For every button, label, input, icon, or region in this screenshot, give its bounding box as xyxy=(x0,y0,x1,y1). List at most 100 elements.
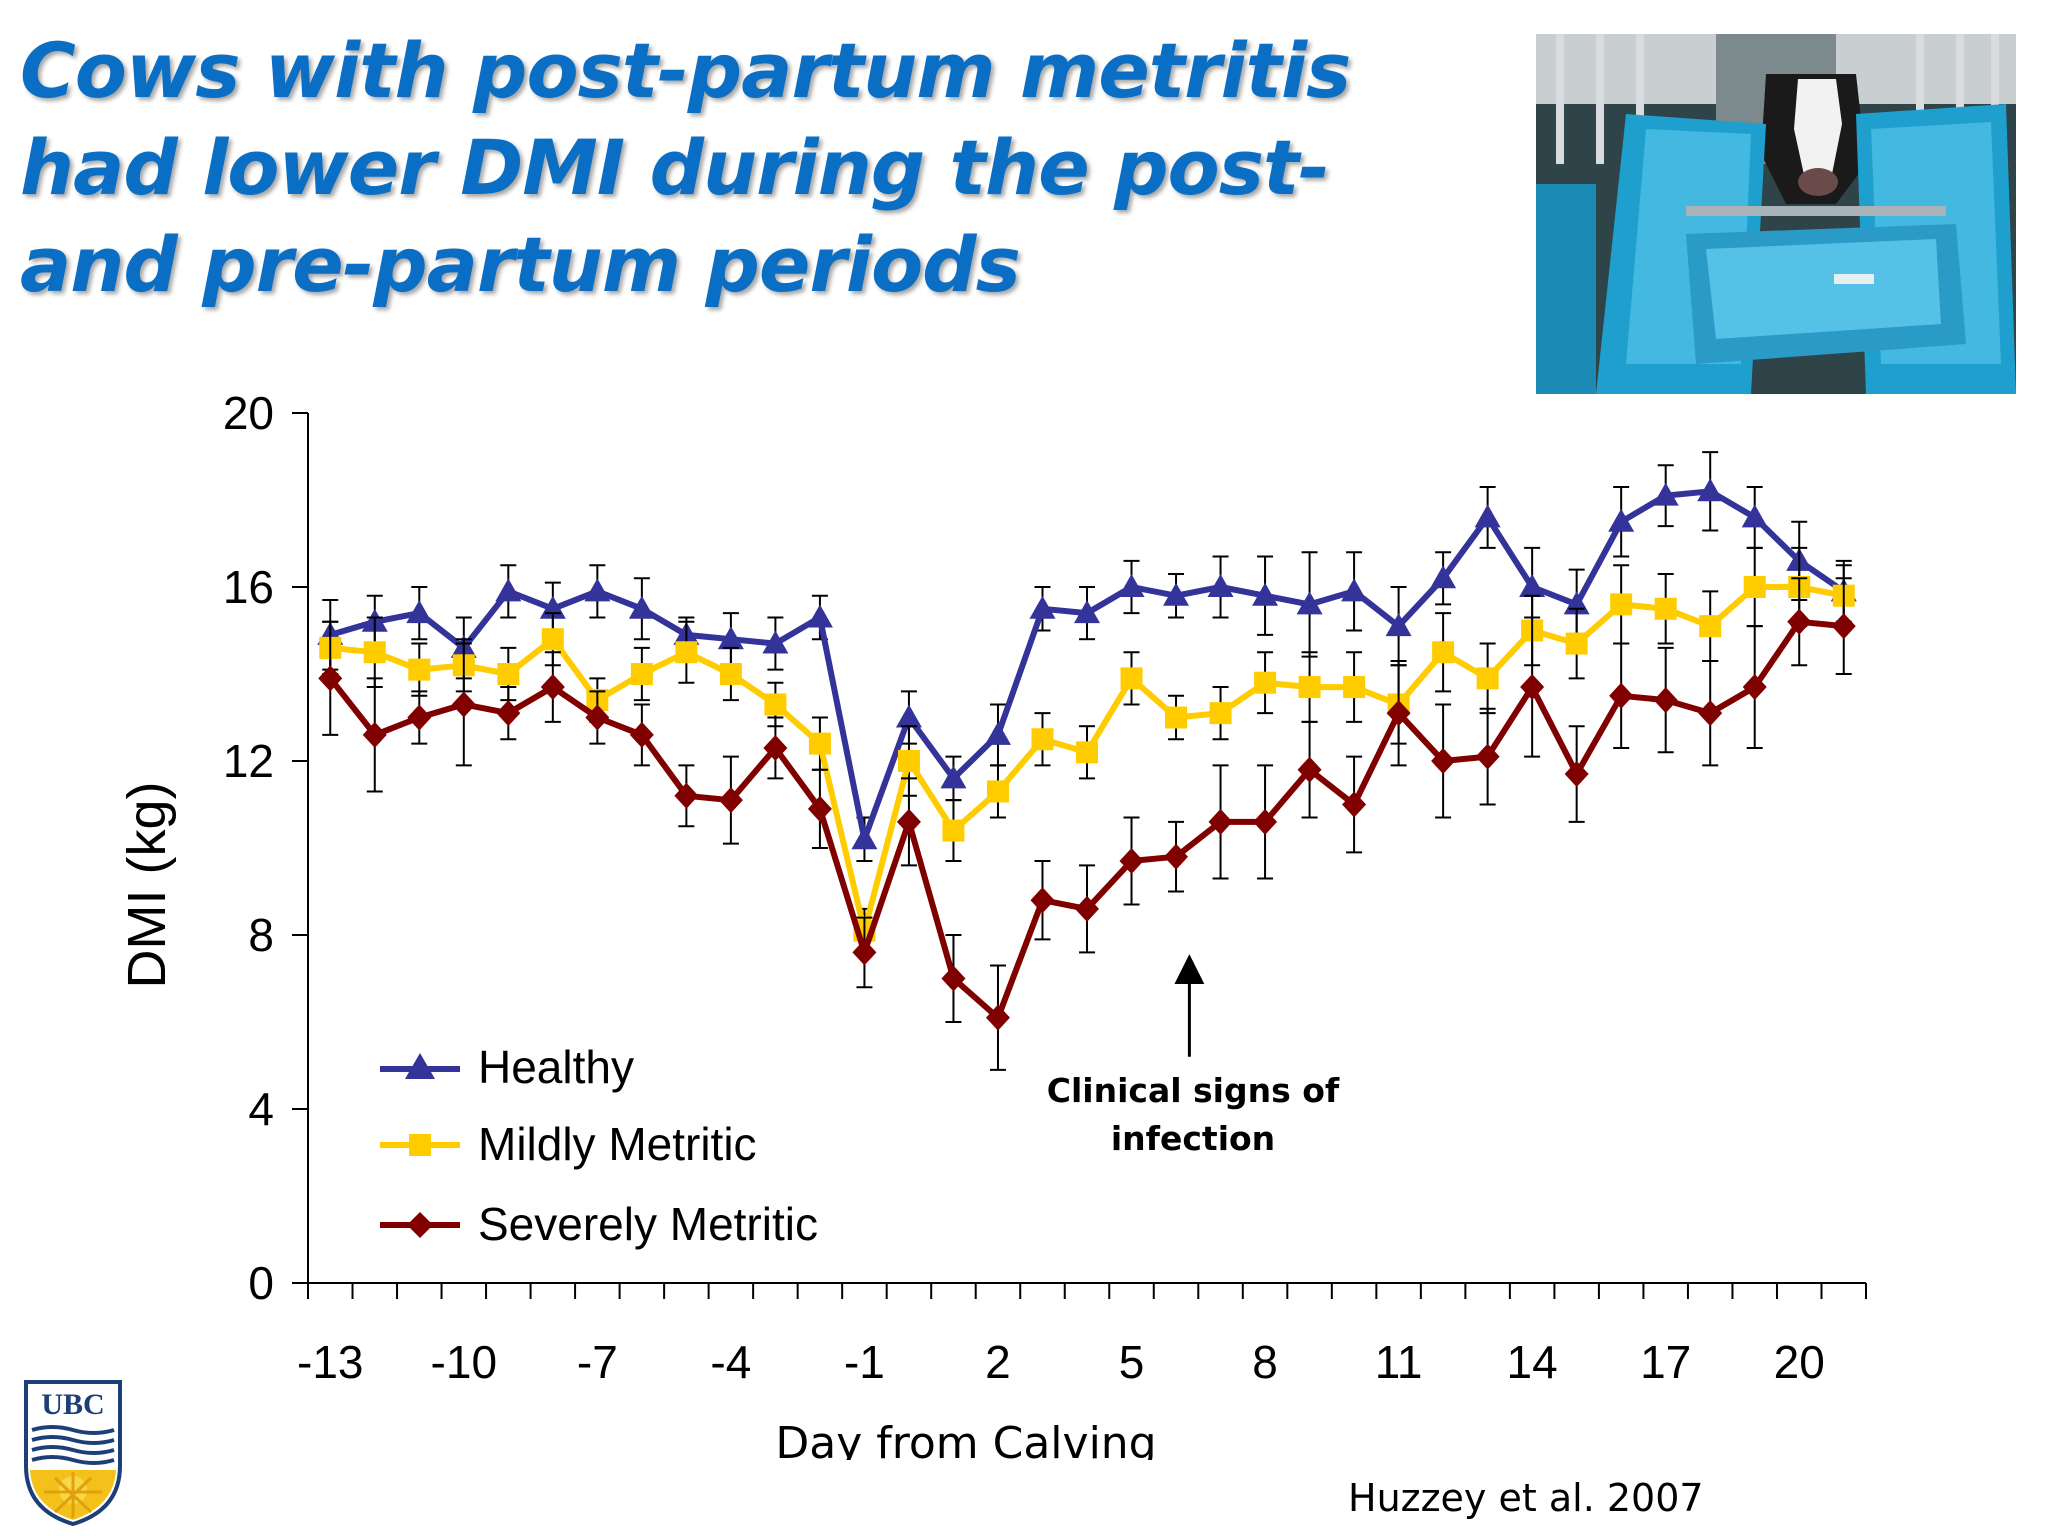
cow-photo-illustration xyxy=(1536,34,2016,394)
ubc-logo: UBC xyxy=(24,1380,122,1526)
x-tick-label: 11 xyxy=(1375,1336,1423,1388)
legend-item-severely-metritic: Severely Metritic xyxy=(380,1198,818,1250)
data-point-diamond xyxy=(318,665,343,692)
x-tick-label: 5 xyxy=(1119,1336,1145,1388)
legend-square-icon xyxy=(409,1134,431,1156)
data-point-triangle xyxy=(1608,508,1635,532)
data-point-diamond xyxy=(852,939,877,966)
data-point-diamond xyxy=(1787,608,1812,635)
data-point-triangle xyxy=(1207,574,1234,597)
y-tick-label: 0 xyxy=(248,1257,274,1309)
annotation-text: Clinical signs of infection xyxy=(1047,1071,1340,1158)
data-point-triangle xyxy=(851,826,878,850)
data-point-diamond xyxy=(941,965,966,992)
clinical-signs-annotation: Clinical signs of infection xyxy=(1047,954,1340,1158)
legend-item-healthy: Healthy xyxy=(380,1041,634,1093)
data-point-square xyxy=(1476,667,1499,690)
data-point-diamond xyxy=(1520,674,1545,701)
data-point-square xyxy=(1343,676,1366,699)
data-point-diamond xyxy=(1208,808,1233,835)
data-point-diamond xyxy=(1386,700,1411,727)
data-point-square xyxy=(1031,728,1054,751)
data-point-triangle xyxy=(1430,565,1457,589)
data-point-square xyxy=(1654,597,1677,620)
data-point-triangle xyxy=(717,626,744,650)
x-tick-label: 20 xyxy=(1774,1336,1825,1388)
data-point-triangle xyxy=(1697,478,1724,502)
data-point-diamond xyxy=(1164,843,1189,870)
data-point-diamond xyxy=(1742,674,1767,701)
data-point-triangle xyxy=(406,600,433,624)
y-tick-label: 16 xyxy=(223,561,274,613)
data-point-diamond xyxy=(496,700,521,727)
data-point-diamond xyxy=(1653,687,1678,714)
x-tick-label: -7 xyxy=(577,1336,618,1388)
data-point-square xyxy=(497,663,520,685)
dmi-line-chart: 0 4 8 12 16 20 -13 -10 -7 -4 -1 2 5 8 11 14 17 20 DMI (kg… xyxy=(117,387,1867,1460)
data-point-diamond xyxy=(1030,887,1055,914)
data-point-square xyxy=(1699,615,1722,638)
data-point-square xyxy=(1254,671,1277,694)
data-point-diamond xyxy=(1342,791,1367,818)
data-point-triangle xyxy=(984,721,1011,745)
legend-label-healthy: Healthy xyxy=(478,1041,634,1093)
data-point-diamond xyxy=(718,787,743,814)
data-point-square xyxy=(1743,576,1766,598)
data-point-diamond xyxy=(629,721,654,748)
legend-item-mildly-metritic: Mildly Metritic xyxy=(380,1118,757,1170)
data-point-triangle xyxy=(584,578,611,602)
data-point-triangle xyxy=(1741,504,1768,528)
data-point-diamond xyxy=(985,1004,1010,1031)
data-point-square xyxy=(808,732,831,755)
data-point-square xyxy=(942,819,965,842)
data-point-square xyxy=(1209,702,1232,725)
x-tick-label: -4 xyxy=(710,1336,751,1388)
data-point-triangle xyxy=(1385,613,1412,637)
data-point-triangle xyxy=(628,595,655,619)
data-point-square xyxy=(1165,706,1188,729)
data-point-triangle xyxy=(1118,574,1145,597)
data-point-diamond xyxy=(1119,848,1144,875)
y-tick-label: 20 xyxy=(223,387,274,439)
data-point-diamond xyxy=(585,704,610,731)
data-point-square xyxy=(1076,741,1098,764)
x-axis-label: Day from Calving xyxy=(775,1418,1156,1460)
data-point-diamond xyxy=(807,795,832,822)
series-severely_metritic xyxy=(318,577,1856,1071)
y-tick-label: 8 xyxy=(248,909,274,961)
data-point-triangle xyxy=(940,765,967,789)
x-tick-label: 17 xyxy=(1640,1336,1691,1388)
data-point-square xyxy=(408,658,431,681)
data-point-square xyxy=(986,780,1009,803)
logo-text: UBC xyxy=(41,1388,104,1421)
chart-series xyxy=(317,451,1857,1071)
data-point-triangle xyxy=(1296,591,1323,615)
x-tick-label: 8 xyxy=(1252,1336,1278,1388)
cow-at-feeder-photo xyxy=(1536,34,2016,394)
data-point-square xyxy=(630,663,653,685)
y-tick-label: 4 xyxy=(248,1083,274,1135)
legend-diamond-icon xyxy=(407,1212,433,1238)
data-point-diamond xyxy=(1297,756,1322,783)
data-point-square xyxy=(1565,632,1588,655)
data-point-diamond xyxy=(674,782,699,809)
series-mildly_metritic xyxy=(319,546,1855,954)
legend-label-mildly-metritic: Mildly Metritic xyxy=(478,1118,757,1170)
x-tick-label: -10 xyxy=(431,1336,497,1388)
legend-label-severely-metritic: Severely Metritic xyxy=(478,1198,818,1250)
data-point-square xyxy=(1432,641,1455,664)
x-tick-label: -1 xyxy=(844,1336,885,1388)
data-point-triangle xyxy=(1341,578,1368,602)
data-point-triangle xyxy=(762,630,789,654)
data-point-diamond xyxy=(763,734,788,761)
legend-triangle-icon xyxy=(405,1053,435,1079)
data-point-triangle xyxy=(1652,482,1679,506)
data-point-triangle xyxy=(1519,574,1546,597)
data-point-square xyxy=(719,663,742,685)
data-point-diamond xyxy=(896,808,921,835)
x-tick-label: 2 xyxy=(985,1336,1011,1388)
data-point-diamond xyxy=(1698,700,1723,727)
data-point-diamond xyxy=(540,674,565,701)
data-point-diamond xyxy=(407,704,432,731)
data-point-diamond xyxy=(451,691,476,718)
